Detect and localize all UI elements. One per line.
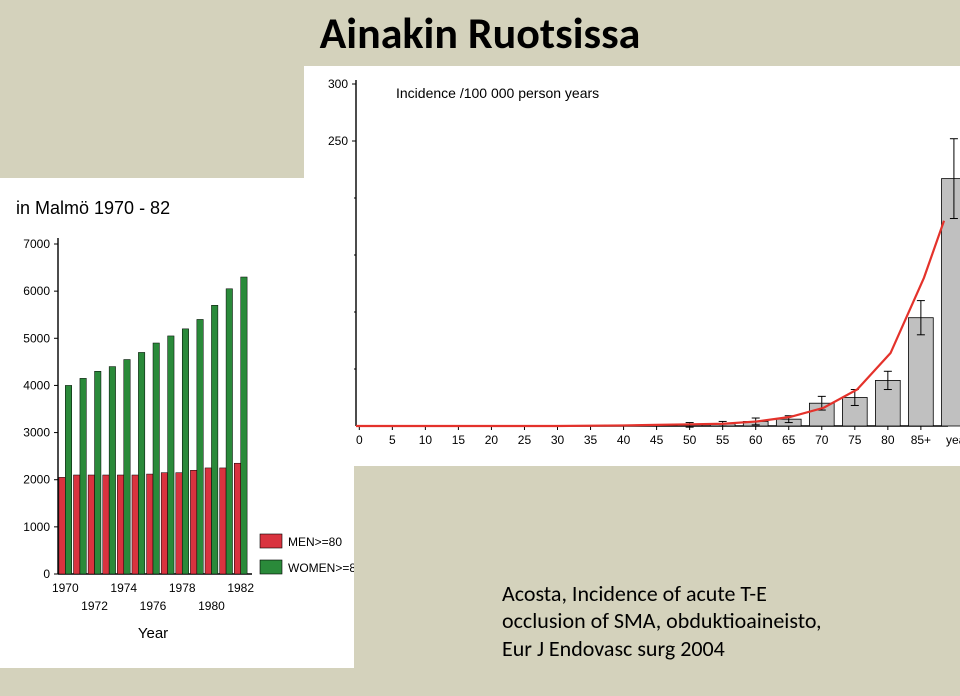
svg-text:30: 30 bbox=[551, 433, 565, 447]
svg-text:10: 10 bbox=[419, 433, 433, 447]
svg-text:0: 0 bbox=[356, 433, 363, 447]
svg-text:1000: 1000 bbox=[23, 520, 50, 534]
svg-text:65: 65 bbox=[782, 433, 796, 447]
svg-text:WOMEN>=80: WOMEN>=80 bbox=[288, 561, 354, 575]
svg-text:6000: 6000 bbox=[23, 284, 50, 298]
svg-text:300: 300 bbox=[328, 77, 348, 91]
svg-text:1974: 1974 bbox=[110, 581, 137, 595]
svg-text:1980: 1980 bbox=[198, 599, 225, 613]
svg-text:50: 50 bbox=[683, 433, 697, 447]
svg-text:40: 40 bbox=[617, 433, 631, 447]
svg-text:1978: 1978 bbox=[169, 581, 196, 595]
svg-text:in Malmö 1970 - 82: in Malmö 1970 - 82 bbox=[16, 198, 170, 218]
svg-text:15: 15 bbox=[452, 433, 466, 447]
svg-text:4000: 4000 bbox=[23, 378, 50, 392]
svg-text:60: 60 bbox=[749, 433, 763, 447]
svg-text:5000: 5000 bbox=[23, 331, 50, 345]
svg-text:2000: 2000 bbox=[23, 473, 50, 487]
citation-text: Acosta, Incidence of acute T-E occlusion… bbox=[502, 580, 922, 663]
svg-text:1970: 1970 bbox=[52, 581, 79, 595]
svg-text:1972: 1972 bbox=[81, 599, 108, 613]
svg-text:35: 35 bbox=[584, 433, 598, 447]
svg-text:85+: 85+ bbox=[911, 433, 931, 447]
svg-text:55: 55 bbox=[716, 433, 730, 447]
svg-text:250: 250 bbox=[328, 134, 348, 148]
svg-text:70: 70 bbox=[815, 433, 829, 447]
svg-text:years: years bbox=[946, 433, 960, 447]
svg-text:Incidence /100 000 person year: Incidence /100 000 person years bbox=[396, 85, 599, 101]
svg-text:7000: 7000 bbox=[23, 237, 50, 251]
svg-text:Year: Year bbox=[138, 625, 168, 642]
incidence-chart: 0501001502002503000510152025303540455055… bbox=[304, 66, 960, 466]
svg-text:0: 0 bbox=[43, 567, 50, 581]
svg-text:5: 5 bbox=[389, 433, 396, 447]
svg-text:MEN>=80: MEN>=80 bbox=[288, 535, 342, 549]
svg-text:3000: 3000 bbox=[23, 426, 50, 440]
malmo-chart: in Malmö 1970 - 82 0 1000 2000 3000 4000 5000 6… bbox=[0, 178, 354, 668]
svg-text:75: 75 bbox=[848, 433, 862, 447]
svg-text:25: 25 bbox=[518, 433, 532, 447]
svg-text:45: 45 bbox=[650, 433, 664, 447]
svg-text:1982: 1982 bbox=[227, 581, 254, 595]
svg-text:20: 20 bbox=[485, 433, 499, 447]
svg-text:80: 80 bbox=[881, 433, 895, 447]
svg-text:1976: 1976 bbox=[140, 599, 167, 613]
slide-title: Ainakin Ruotsissa bbox=[0, 6, 960, 60]
